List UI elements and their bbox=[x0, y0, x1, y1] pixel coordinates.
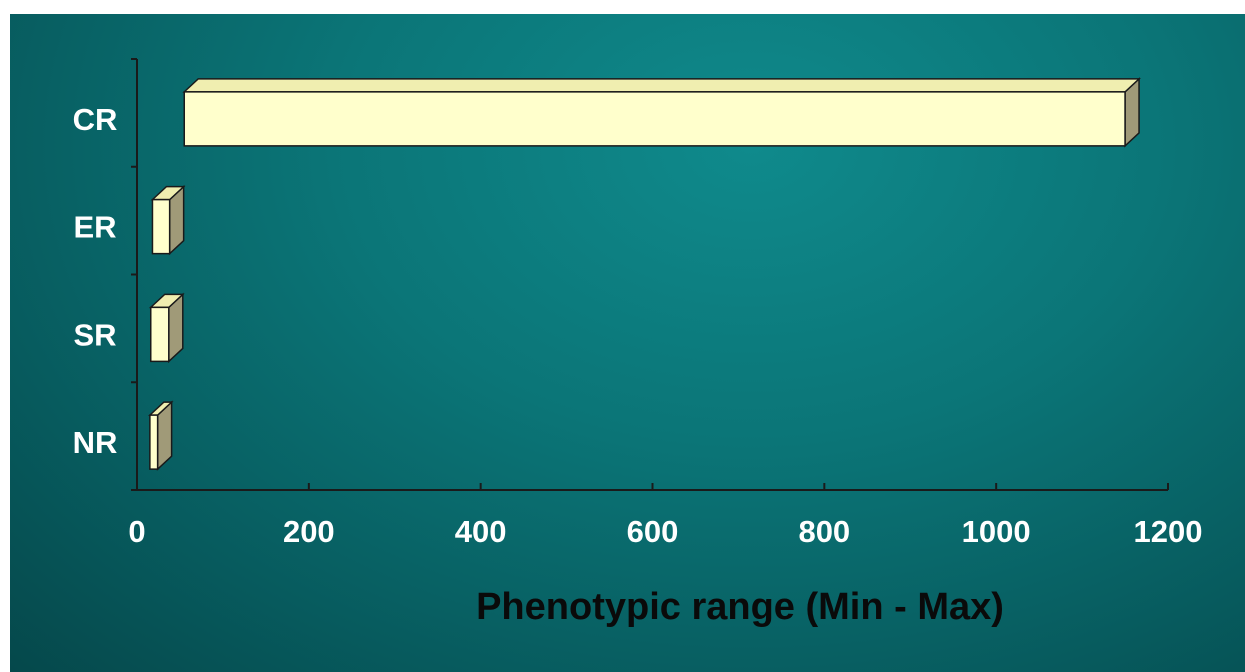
bar-sr bbox=[151, 307, 169, 361]
category-label-cr: CR bbox=[73, 102, 118, 137]
chart-slide: 0 200 400 600 800 1000 1200 CR ER SR NR Phenotypic … bbox=[10, 14, 1245, 672]
x-tick-label: 0 bbox=[128, 514, 145, 549]
x-tick-label: 400 bbox=[455, 514, 507, 549]
x-tick-label: 800 bbox=[798, 514, 850, 549]
x-tick-label: 1200 bbox=[1134, 514, 1203, 549]
x-tick-label: 200 bbox=[283, 514, 335, 549]
category-label-sr: SR bbox=[73, 317, 116, 352]
x-axis-title: Phenotypic range (Min - Max) bbox=[476, 586, 1004, 628]
bar-cr bbox=[184, 92, 1125, 146]
x-tick-label: 1000 bbox=[962, 514, 1031, 549]
bar-chart: 0 200 400 600 800 1000 1200 CR ER SR NR Phenotypic … bbox=[10, 14, 1245, 672]
bar-nr bbox=[150, 415, 158, 469]
bar-top-cr bbox=[184, 79, 1139, 92]
category-label-er: ER bbox=[73, 210, 116, 245]
category-label-nr: NR bbox=[73, 425, 118, 460]
x-tick-label: 600 bbox=[627, 514, 679, 549]
bar-er bbox=[152, 200, 169, 254]
